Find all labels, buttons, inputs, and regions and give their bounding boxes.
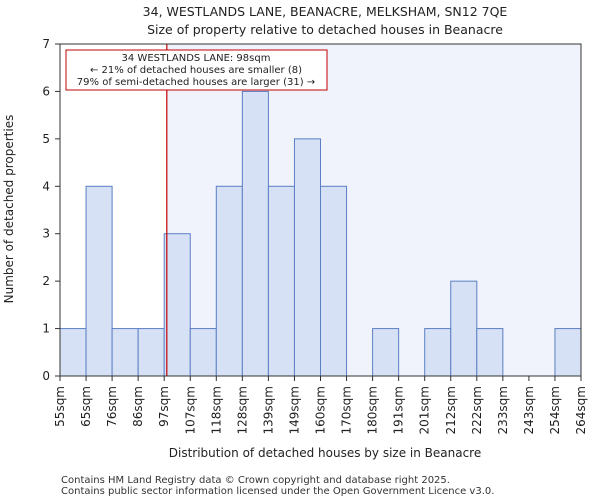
x-tick-label: 254sqm — [548, 386, 562, 434]
bar-222sqm — [476, 328, 504, 377]
y-tick-label: 0 — [42, 369, 50, 383]
annotation-line-3: 79% of semi-detached houses are larger (… — [77, 77, 315, 88]
x-tick-label: 86sqm — [131, 386, 145, 427]
x-tick-label: 264sqm — [574, 386, 588, 434]
x-tick-label: 139sqm — [261, 386, 275, 434]
bar-201sqm — [424, 328, 452, 377]
y-tick-label: 7 — [42, 37, 50, 51]
x-tick-label: 65sqm — [79, 386, 93, 427]
bar-76sqm — [111, 328, 139, 377]
x-tick-label: 76sqm — [105, 386, 119, 427]
y-tick-label: 2 — [42, 274, 50, 288]
bar-55sqm — [59, 328, 87, 377]
x-tick-label: 128sqm — [235, 386, 249, 434]
x-tick-label: 160sqm — [314, 386, 328, 434]
x-axis-label: Distribution of detached houses by size … — [169, 446, 481, 460]
x-tick-label: 201sqm — [418, 386, 432, 434]
y-tick-label: 5 — [42, 132, 50, 146]
x-tick-label: 233sqm — [496, 386, 510, 434]
annotation-border — [65, 49, 328, 91]
bar-149sqm — [293, 138, 322, 377]
bar-65sqm — [85, 185, 113, 377]
x-tick-label: 107sqm — [183, 386, 197, 434]
x-tick-label: 118sqm — [209, 386, 223, 434]
x-tick-label: 97sqm — [157, 386, 171, 427]
y-tick-label: 4 — [42, 179, 50, 193]
bar-254sqm — [554, 328, 582, 377]
bar-107sqm — [189, 328, 217, 377]
annotation-line-1: 34 WESTLANDS LANE: 98sqm — [122, 53, 271, 64]
bar-160sqm — [320, 185, 348, 377]
bar-180sqm — [372, 328, 400, 377]
x-tick-label: 212sqm — [444, 386, 458, 434]
annotation-line-2: ← 21% of detached houses are smaller (8) — [90, 65, 302, 76]
plot-area: 0 1 2 3 4 5 6 7 55sqm 65sqm 76sqm 86sqm 97sqm 107sqm 1… — [42, 37, 588, 434]
chart-title: 34, WESTLANDS LANE, BEANACRE, MELKSHAM, … — [143, 4, 508, 19]
x-tick-label: 243sqm — [522, 386, 536, 434]
bar-97sqm — [163, 233, 191, 377]
y-tick-label: 1 — [42, 322, 50, 336]
bar-118sqm — [215, 185, 243, 377]
bar-86sqm — [137, 328, 165, 377]
bar-212sqm — [450, 280, 478, 377]
y-axis-label: Number of detached properties — [2, 115, 16, 304]
x-tick-label: 170sqm — [340, 386, 354, 434]
footer-line-1: Contains HM Land Registry data © Crown c… — [61, 475, 450, 486]
bar-128sqm — [241, 90, 269, 377]
footer-line-2: Contains public sector information licen… — [61, 486, 494, 497]
y-tick-label: 3 — [42, 227, 50, 241]
bar-139sqm — [267, 185, 295, 377]
y-tick-label: 6 — [42, 84, 50, 98]
x-tick-label: 222sqm — [470, 386, 484, 434]
annotation-box: 34 WESTLANDS LANE: 98sqm ← 21% of detach… — [65, 49, 328, 91]
x-tick-label: 180sqm — [366, 386, 380, 434]
chart-subtitle: Size of property relative to detached ho… — [147, 22, 503, 37]
x-tick-label: 191sqm — [392, 386, 406, 434]
x-tick-label: 55sqm — [53, 386, 67, 427]
x-tick-label: 149sqm — [287, 386, 301, 434]
